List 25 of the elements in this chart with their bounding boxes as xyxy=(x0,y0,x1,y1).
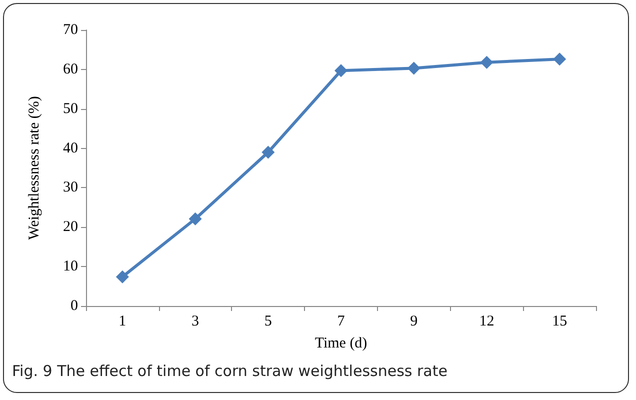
x-tick-label: 7 xyxy=(337,314,346,330)
y-axis-title: Weightlessness rate (%) xyxy=(26,96,42,240)
y-tick-label: 60 xyxy=(63,61,78,78)
x-tick-label: 12 xyxy=(479,314,494,330)
caption: Fig. 9 The effect of time of corn straw weightlessness rate xyxy=(12,362,448,380)
x-tick-label: 1 xyxy=(118,314,126,330)
x-tick-label: 5 xyxy=(264,314,272,330)
x-axis-title: Time (d) xyxy=(314,336,368,352)
point xyxy=(407,62,420,75)
y-tick-label: 0 xyxy=(70,298,78,314)
y-tick-label: 50 xyxy=(63,100,78,117)
y-tick-label: 30 xyxy=(63,180,78,196)
point xyxy=(116,270,129,284)
point xyxy=(262,146,275,159)
x-tick-label: 3 xyxy=(192,314,200,330)
x-tick-label: 9 xyxy=(410,314,418,330)
point xyxy=(480,56,494,69)
point xyxy=(334,64,348,78)
y-tick-label: 10 xyxy=(63,258,78,275)
y-tick-label: 70 xyxy=(63,22,78,38)
x-tick-label: 15 xyxy=(552,314,568,330)
y-tick-label: 40 xyxy=(63,140,78,156)
point xyxy=(553,52,566,66)
point xyxy=(188,212,202,226)
y-tick-label: 20 xyxy=(63,219,78,236)
